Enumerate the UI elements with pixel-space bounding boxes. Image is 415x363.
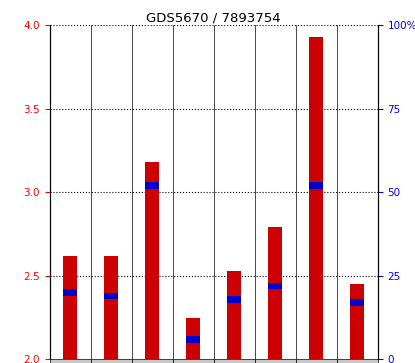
Bar bbox=[186, 318, 200, 359]
Bar bbox=[104, 293, 118, 299]
Bar bbox=[104, 256, 118, 359]
Bar bbox=[186, 336, 200, 343]
Bar bbox=[350, 299, 364, 306]
Bar bbox=[227, 271, 242, 359]
Bar bbox=[63, 289, 78, 296]
Bar bbox=[309, 37, 323, 359]
Bar bbox=[63, 256, 78, 359]
Bar bbox=[350, 284, 364, 359]
Bar bbox=[145, 162, 159, 359]
Bar bbox=[268, 228, 282, 359]
Bar bbox=[145, 182, 159, 189]
Bar bbox=[268, 282, 282, 289]
Title: GDS5670 / 7893754: GDS5670 / 7893754 bbox=[146, 11, 281, 24]
Bar bbox=[309, 182, 323, 189]
Bar bbox=[227, 296, 242, 303]
